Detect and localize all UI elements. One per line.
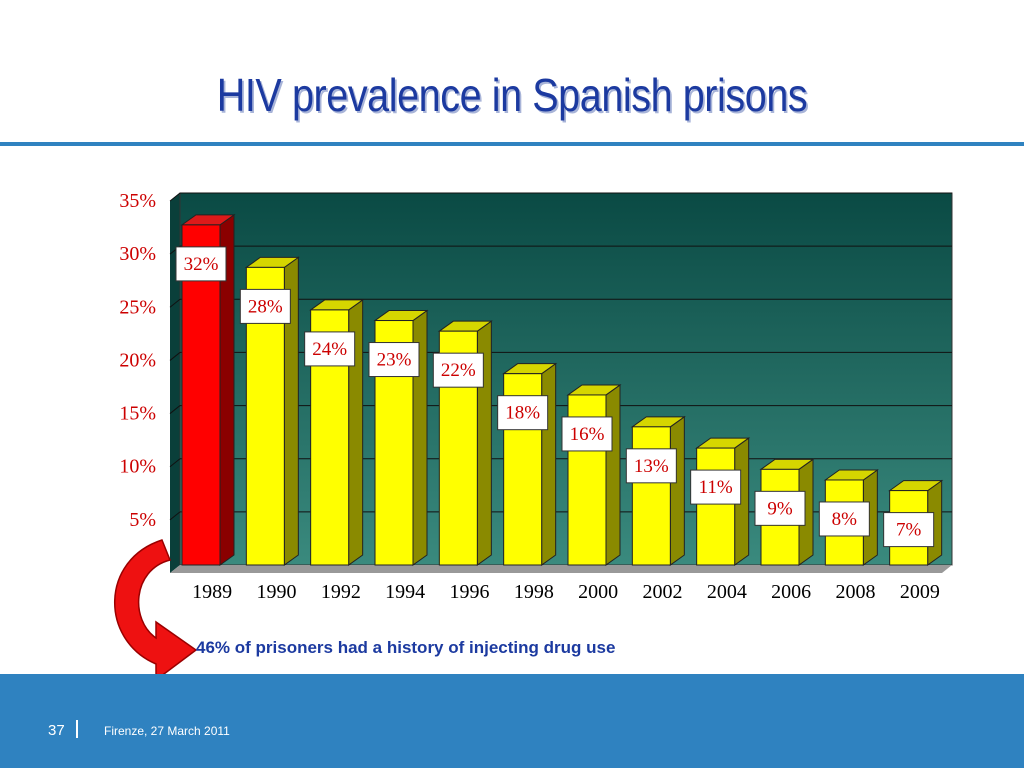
- data-label-box: [883, 512, 935, 548]
- bar: 23%: [368, 309, 429, 566]
- x-tick-label: 2009: [900, 581, 940, 603]
- bar: 32%: [175, 213, 236, 566]
- data-label-box: [818, 501, 870, 537]
- data-label-box: [432, 352, 484, 388]
- y-tick-label: 25%: [119, 296, 156, 318]
- data-label: 9%: [767, 498, 793, 519]
- data-label: 28%: [248, 296, 283, 317]
- y-tick-label: 10%: [119, 456, 156, 478]
- footer-separator: [76, 720, 78, 738]
- bar: 24%: [304, 298, 365, 566]
- x-tick-label: 1992: [321, 581, 361, 603]
- data-label-box: [239, 288, 291, 324]
- bar-front: [631, 426, 671, 566]
- x-tick-label: 2008: [836, 581, 876, 603]
- data-label-box: [625, 448, 677, 484]
- bars: 32% 28% 24% 23% 22% 18% 16% 13% 11% 9% 8% 7%: [175, 213, 944, 566]
- data-label: 13%: [634, 456, 669, 477]
- y-tick-label: 30%: [119, 243, 156, 265]
- arrow-shape: [114, 539, 198, 682]
- page-number: 37: [48, 722, 65, 739]
- x-tick-label: 2002: [643, 581, 683, 603]
- y-tick-label: 35%: [119, 190, 156, 212]
- x-tick-label: 1996: [450, 581, 490, 603]
- grid-line-side: [169, 458, 181, 468]
- x-axis-ticks: 1989 1990 1992 1994 1996 1998 2000 2002 2004 2006…: [192, 581, 940, 603]
- grid-line-side: [169, 192, 181, 202]
- x-tick-label: 1994: [385, 581, 425, 603]
- grid-line-side: [169, 352, 181, 361]
- data-label-box: [175, 246, 227, 282]
- bar-front: [181, 224, 221, 566]
- plot-side-wall: [170, 193, 180, 573]
- plot-floor: [170, 565, 952, 573]
- bar: 18%: [497, 362, 558, 566]
- grid-line-side: [169, 405, 181, 414]
- bar: 28%: [239, 256, 300, 566]
- x-tick-label: 2000: [578, 581, 618, 603]
- data-label: 7%: [896, 520, 922, 541]
- footer-text: Firenze, 27 March 2011: [104, 724, 230, 738]
- bar: 16%: [561, 383, 622, 566]
- x-tick-label: 1989: [192, 581, 232, 603]
- data-label: 24%: [312, 339, 347, 360]
- bar: 8%: [818, 468, 879, 566]
- data-label-box: [754, 490, 806, 526]
- bar-side: [669, 415, 685, 566]
- bar-front: [696, 447, 736, 566]
- data-label: 16%: [570, 424, 605, 445]
- title-divider: [0, 142, 1024, 146]
- bar: 22%: [432, 320, 493, 566]
- data-label-box: [368, 342, 420, 378]
- annotation-note: 46% of prisoners had a history of inject…: [196, 638, 616, 657]
- y-tick-label: 20%: [119, 349, 156, 371]
- data-label: 11%: [699, 477, 733, 498]
- bar: 13%: [625, 415, 686, 566]
- data-label-box: [497, 395, 549, 431]
- y-axis-ticks: 5% 10% 15% 20% 25% 30% 35%: [119, 190, 156, 531]
- data-label: 23%: [377, 350, 412, 371]
- grid-line-side: [169, 298, 181, 308]
- bar-side: [605, 383, 621, 566]
- y-tick-label: 15%: [119, 403, 156, 425]
- x-tick-label: 1998: [514, 581, 554, 603]
- data-label-box: [304, 331, 356, 367]
- bar: 9%: [754, 458, 815, 566]
- data-label: 8%: [832, 509, 858, 530]
- x-tick-label: 2006: [771, 581, 811, 603]
- bar: 11%: [690, 437, 751, 566]
- bar: 7%: [883, 479, 944, 566]
- x-tick-label: 1990: [257, 581, 297, 603]
- data-label-box: [690, 469, 742, 505]
- bar-side: [541, 362, 557, 566]
- data-label: 18%: [505, 403, 540, 424]
- footer-band: [0, 674, 1024, 768]
- grid-line-side: [169, 511, 181, 521]
- x-tick-label: 2004: [707, 581, 747, 603]
- slide-title: HIV prevalence in Spanish prisons: [216, 69, 808, 121]
- data-label: 22%: [441, 360, 476, 381]
- y-tick-label: 5%: [129, 509, 156, 531]
- curved-arrow-icon: [114, 539, 198, 682]
- data-label: 32%: [184, 254, 219, 275]
- data-label-box: [561, 416, 613, 452]
